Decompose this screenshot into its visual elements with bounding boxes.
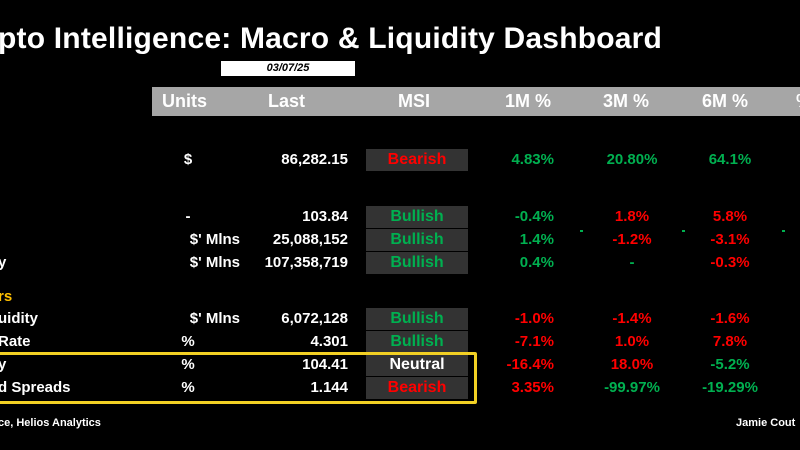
table-header-bar bbox=[152, 87, 800, 116]
row-1m: -7.1% bbox=[514, 333, 554, 350]
row-last: 103.84 bbox=[302, 208, 348, 225]
row-label: uidity bbox=[0, 310, 38, 327]
row-3m: 20.80% bbox=[606, 151, 658, 168]
header-12m-partial: % bbox=[796, 87, 800, 116]
row-6m: 64.1% bbox=[708, 151, 752, 168]
row-3m: -1.4% bbox=[612, 310, 652, 327]
row-label: d Spreads bbox=[0, 379, 71, 396]
row-6m: -5.2% bbox=[710, 356, 750, 373]
msi-badge: Bullish bbox=[366, 331, 468, 353]
row-6m: -0.3% bbox=[710, 254, 750, 271]
row-label: Rate bbox=[0, 333, 31, 350]
msi-badge: Bullish bbox=[366, 308, 468, 330]
msi-badge: Bullish bbox=[366, 252, 468, 274]
row-last: 25,088,152 bbox=[272, 231, 348, 248]
row-1m: 3.35% bbox=[511, 379, 554, 396]
section-label: rs bbox=[0, 288, 13, 305]
cell-marker bbox=[580, 230, 583, 232]
row-last: 4.301 bbox=[310, 333, 348, 350]
row-unit: $' Mlns bbox=[189, 254, 240, 271]
row-unit: $' Mlns bbox=[189, 310, 240, 327]
row-unit: $ bbox=[183, 151, 193, 168]
row-3m: 1.8% bbox=[614, 208, 650, 225]
row-last: 1.144 bbox=[310, 379, 348, 396]
row-6m: -19.29% bbox=[702, 379, 758, 396]
row-label: y bbox=[0, 356, 7, 373]
dashboard-title: pto Intelligence: Macro & Liquidity Dash… bbox=[0, 22, 663, 55]
row-6m: 7.8% bbox=[712, 333, 748, 350]
row-1m: -16.4% bbox=[506, 356, 554, 373]
row-1m: 0.4% bbox=[519, 254, 554, 271]
msi-badge: Bearish bbox=[366, 149, 468, 171]
report-date: 03/07/25 bbox=[221, 61, 355, 76]
cell-marker bbox=[782, 230, 785, 232]
row-unit: - bbox=[185, 208, 191, 225]
row-label: y bbox=[0, 254, 7, 271]
msi-badge: Bullish bbox=[366, 229, 468, 251]
row-3m: 18.0% bbox=[610, 356, 654, 373]
cell-marker bbox=[682, 230, 685, 232]
footer-author: Jamie Cout bbox=[736, 417, 796, 429]
row-last: 6,072,128 bbox=[281, 310, 348, 327]
row-1m: 4.83% bbox=[511, 151, 554, 168]
row-1m: -1.0% bbox=[514, 310, 554, 327]
row-3m: -1.2% bbox=[612, 231, 652, 248]
header-6m: 6M % bbox=[702, 91, 749, 111]
row-1m: -0.4% bbox=[514, 208, 554, 225]
row-6m: -1.6% bbox=[710, 310, 750, 327]
row-last: 107,358,719 bbox=[264, 254, 348, 271]
row-unit: $' Mlns bbox=[189, 231, 240, 248]
row-unit: % bbox=[181, 356, 195, 373]
row-1m: 1.4% bbox=[519, 231, 554, 248]
row-6m: 5.8% bbox=[712, 208, 748, 225]
header-3m: 3M % bbox=[603, 91, 650, 111]
row-unit: % bbox=[181, 333, 195, 350]
msi-badge: Bearish bbox=[366, 377, 468, 399]
msi-badge: Neutral bbox=[366, 354, 468, 376]
row-unit: % bbox=[181, 379, 195, 396]
row-3m: 1.0% bbox=[614, 333, 650, 350]
row-last: 104.41 bbox=[302, 356, 348, 373]
footer-source: ce, Helios Analytics bbox=[0, 417, 101, 429]
header-units: Units bbox=[162, 91, 207, 111]
row-3m: - bbox=[629, 254, 635, 271]
row-last: 86,282.15 bbox=[281, 151, 348, 168]
msi-badge: Bullish bbox=[366, 206, 468, 228]
header-msi: MSI bbox=[398, 91, 431, 111]
row-6m: -3.1% bbox=[710, 231, 750, 248]
highlight-box bbox=[0, 352, 477, 404]
header-1m: 1M % bbox=[505, 91, 552, 111]
header-last: Last bbox=[268, 91, 306, 111]
row-3m: -99.97% bbox=[604, 379, 660, 396]
